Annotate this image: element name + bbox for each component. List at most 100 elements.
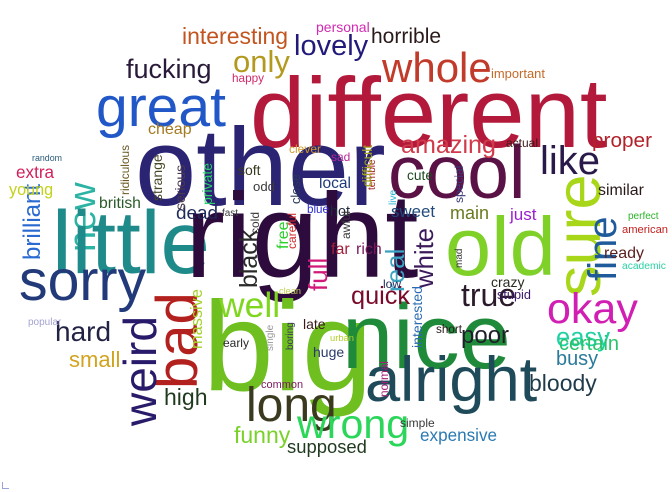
corner-mark xyxy=(2,482,9,489)
word-quick: quick xyxy=(351,282,411,310)
word-fast: fast xyxy=(222,208,238,219)
word-well: well xyxy=(219,285,281,325)
word-great: great xyxy=(96,75,226,139)
word-single: single xyxy=(265,324,276,351)
word-weird: weird xyxy=(114,316,166,426)
word-important: important xyxy=(491,66,545,81)
word-massive: massive xyxy=(188,289,206,349)
word-crazy: crazy xyxy=(491,274,525,290)
word-low: low xyxy=(383,277,402,291)
word-perfect: perfect xyxy=(628,211,659,222)
word-high: high xyxy=(164,384,208,410)
word-hard: hard xyxy=(55,316,112,347)
word-extra: extra xyxy=(16,163,55,182)
word-little: little xyxy=(52,193,210,292)
word-lovely: lovely xyxy=(294,30,369,62)
word-short: short xyxy=(436,323,463,336)
word-bloody: bloody xyxy=(529,370,597,396)
word-boring: boring xyxy=(285,322,296,350)
word-okay: okay xyxy=(547,285,638,333)
word-alright: alright xyxy=(365,345,538,415)
word-whole: whole xyxy=(382,44,492,91)
word-poor: poor xyxy=(461,322,510,349)
word-ready: ready xyxy=(604,245,645,262)
word-big: big xyxy=(203,275,373,417)
word-live: live xyxy=(388,189,399,205)
word-true: true xyxy=(461,277,517,313)
word-certain: certain xyxy=(559,333,620,355)
word-american: american xyxy=(622,224,669,236)
word-british: british xyxy=(99,195,141,212)
word-serious: serious xyxy=(172,164,188,210)
word-random: random xyxy=(32,153,62,163)
word-rich: rich xyxy=(356,241,382,258)
word-far: far xyxy=(331,241,350,258)
word-blue: blue xyxy=(307,203,329,216)
word-actual: actual xyxy=(506,136,539,150)
word-clean: clean xyxy=(279,286,302,296)
word-soft: soft xyxy=(238,162,261,178)
word-supposed: supposed xyxy=(287,436,367,457)
word-other: other xyxy=(135,106,386,229)
word-personal: personal xyxy=(316,19,370,35)
word-black: black xyxy=(235,229,263,288)
word-proper: proper xyxy=(592,129,652,152)
word-clever: clever xyxy=(289,142,322,156)
word-local: local xyxy=(319,175,351,192)
word-busy: busy xyxy=(556,348,599,370)
word-stupid: stupid xyxy=(497,287,531,302)
word-small: small xyxy=(69,347,121,372)
word-simple: simple xyxy=(400,416,435,430)
word-like: like xyxy=(540,139,601,183)
word-special: special xyxy=(452,165,466,203)
word-horrible: horrible xyxy=(371,25,442,48)
word-late: late xyxy=(303,316,326,332)
word-early: early xyxy=(223,336,249,350)
word-cool: cool xyxy=(388,130,526,214)
word-normal: normal xyxy=(378,361,391,397)
word-popular: popular xyxy=(28,317,62,328)
word-difficult: difficult xyxy=(360,144,375,187)
word-happy: happy xyxy=(232,72,265,85)
word-sweet: sweet xyxy=(391,202,436,221)
word-interesting: interesting xyxy=(182,23,289,49)
word-dead: dead xyxy=(176,203,219,224)
word-long: long xyxy=(246,379,337,432)
word-strange: strange xyxy=(149,154,165,201)
word-full: full xyxy=(303,257,333,291)
word-right: right xyxy=(185,169,419,303)
word-white: white xyxy=(411,227,439,288)
word-ridiculous: ridiculous xyxy=(118,144,132,195)
word-young: young xyxy=(9,181,54,199)
word-private: private xyxy=(199,162,215,205)
word-nice: nice xyxy=(342,286,511,388)
word-common: common xyxy=(261,379,304,391)
word-academic: academic xyxy=(622,261,666,272)
word-fucking: fucking xyxy=(126,54,212,84)
word-huge: huge xyxy=(313,344,345,360)
word-mad: mad xyxy=(454,248,465,268)
word-funny: funny xyxy=(234,422,291,448)
word-expensive: expensive xyxy=(420,426,498,445)
word-only: only xyxy=(233,44,290,79)
word-easy: easy xyxy=(556,324,611,352)
word-just: just xyxy=(510,205,537,224)
word-urban: urban xyxy=(330,333,354,343)
word-sad: sad xyxy=(331,150,351,164)
word-cute: cute xyxy=(407,168,433,183)
word-sorry: sorry xyxy=(19,249,147,313)
word-amazing: amazing xyxy=(401,131,496,159)
word-careful: careful xyxy=(285,212,299,249)
word-cold: cold xyxy=(248,211,262,234)
word-wrong: wrong xyxy=(297,401,410,447)
word-different: different xyxy=(250,58,608,169)
word-similar: similar xyxy=(598,182,644,199)
word-main: main xyxy=(450,203,490,223)
word-hot: hot xyxy=(330,204,350,220)
word-awful: awful xyxy=(339,210,353,239)
word-cheap: cheap xyxy=(148,121,192,138)
word-odd: odd xyxy=(253,179,275,194)
word-old: old xyxy=(445,200,556,293)
word-close: close xyxy=(288,173,303,204)
